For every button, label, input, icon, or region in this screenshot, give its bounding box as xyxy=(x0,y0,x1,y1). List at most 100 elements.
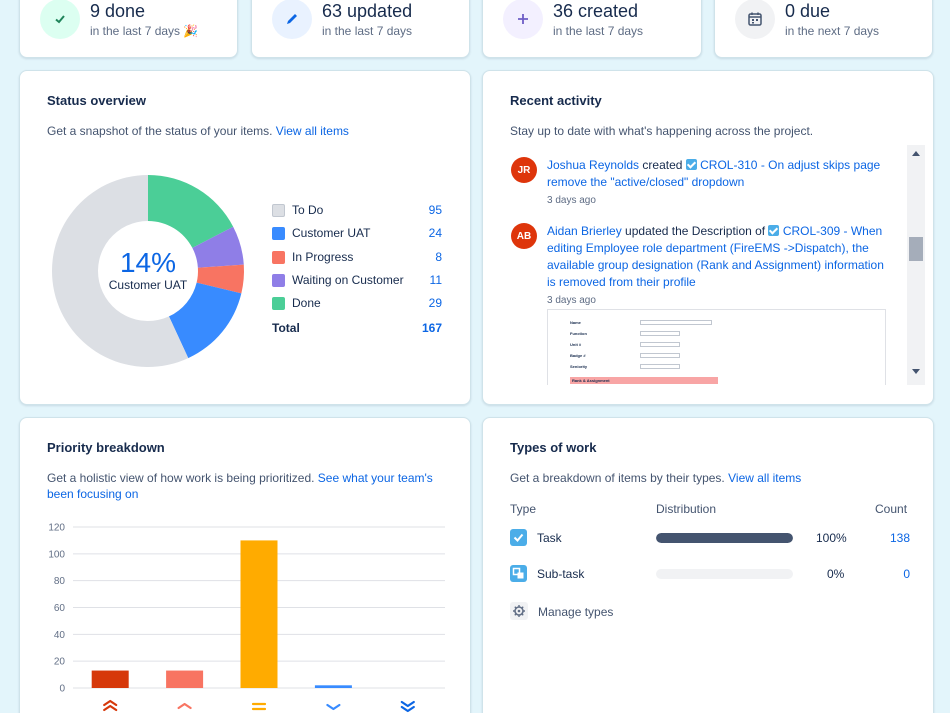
description-text: Get a breakdown of items by their types. xyxy=(510,471,725,485)
bar-highest[interactable] xyxy=(91,670,129,688)
donut-center-percent: 14% xyxy=(119,247,177,278)
team-focus-link[interactable]: See what your team's been focusing on xyxy=(47,471,433,501)
issue-link[interactable]: CROL-309 - When editing Employee role de… xyxy=(547,224,884,289)
view-all-items-link[interactable]: View all items xyxy=(275,124,349,138)
donut-slice-done[interactable] xyxy=(148,175,234,248)
equals-icon xyxy=(251,702,267,711)
thumb-field-label: Unit # xyxy=(570,342,582,347)
view-all-items-link[interactable]: View all items xyxy=(728,471,802,485)
legend-swatch xyxy=(272,227,285,240)
panel-description: Get a holistic view of how work is being… xyxy=(47,470,437,502)
legend-item-customer-uat[interactable]: Customer UAT 24 xyxy=(272,225,442,243)
scroll-down-arrow-icon[interactable] xyxy=(912,369,920,374)
legend-total: Total 167 xyxy=(272,320,442,338)
status-overview-card: Status overview Get a snapshot of the st… xyxy=(19,70,471,405)
legend-swatch xyxy=(272,251,285,264)
stat-subtitle: in the last 7 days xyxy=(322,24,413,38)
chevron-up-icon xyxy=(177,702,192,710)
total-count[interactable]: 167 xyxy=(421,321,442,335)
manage-types-button[interactable]: Manage types xyxy=(510,600,630,622)
activity-user-link[interactable]: Aidan Brierley xyxy=(547,224,622,238)
type-label: Task xyxy=(537,531,562,545)
activity-action: updated the Description of xyxy=(625,224,766,238)
thumb-field-label: Rank & Assignment xyxy=(572,378,610,383)
thumb-input xyxy=(640,364,680,369)
y-tick-label: 100 xyxy=(48,549,65,560)
thumb-highlight-bar: Rank & Assignment xyxy=(570,377,718,384)
issue-link[interactable]: CROL-310 - On adjust skips page remove t… xyxy=(547,158,881,189)
scrollbar-thumb[interactable] xyxy=(909,237,923,261)
attachment-thumbnail[interactable]: Name Function Unit # Badge # Seniority R… xyxy=(547,309,886,385)
y-tick-label: 0 xyxy=(59,684,65,695)
donut-slice-in-progress[interactable] xyxy=(196,264,244,294)
thumb-field-label: Function xyxy=(570,331,587,336)
legend-count[interactable]: 29 xyxy=(428,296,442,310)
stat-card-updated[interactable]: 63 updated in the last 7 days xyxy=(251,0,470,58)
scrollbar[interactable] xyxy=(907,145,925,385)
activity-time: 3 days ago xyxy=(547,295,596,306)
distribution-bar xyxy=(656,569,793,579)
legend-item-to-do[interactable]: To Do 95 xyxy=(272,202,442,220)
type-label: Sub-task xyxy=(537,567,585,581)
legend-item-waiting-on-customer[interactable]: Waiting on Customer 11 xyxy=(272,272,442,290)
stat-title: 63 updated xyxy=(322,1,413,21)
stat-card-due[interactable]: 0 due in the next 7 days xyxy=(714,0,933,58)
stat-card-created[interactable]: 36 created in the last 7 days xyxy=(482,0,702,58)
activity-time: 3 days ago xyxy=(547,195,596,206)
legend-count[interactable]: 24 xyxy=(428,226,442,240)
legend-count[interactable]: 8 xyxy=(435,250,442,264)
activity-feed[interactable]: JR Joshua Reynolds created CROL-310 - On… xyxy=(483,149,907,385)
status-donut-chart[interactable] xyxy=(48,171,248,371)
panel-description: Stay up to date with what's happening ac… xyxy=(510,124,814,138)
legend-item-in-progress[interactable]: In Progress 8 xyxy=(272,249,442,267)
thumb-field-label: Badge # xyxy=(570,353,586,358)
legend-label: In Progress xyxy=(292,250,354,264)
y-tick-label: 120 xyxy=(48,523,65,534)
legend-swatch xyxy=(272,204,285,217)
gear-icon xyxy=(510,602,528,620)
panel-title: Status overview xyxy=(47,93,146,108)
y-tick-label: 60 xyxy=(54,603,66,614)
avatar[interactable]: JR xyxy=(511,157,537,183)
thumb-input xyxy=(640,342,680,347)
type-row-task: Task 100% 138 xyxy=(510,526,910,550)
distribution-bar-fill xyxy=(656,533,793,543)
panel-title: Recent activity xyxy=(510,93,602,108)
plus-icon xyxy=(503,0,543,39)
bar-high[interactable] xyxy=(166,670,204,688)
activity-user-link[interactable]: Joshua Reynolds xyxy=(547,158,640,172)
recent-activity-card: Recent activity Stay up to date with wha… xyxy=(482,70,934,405)
thumb-field-label: Name xyxy=(570,320,581,325)
thumb-input xyxy=(640,353,680,358)
stat-subtitle: in the last 7 days 🎉 xyxy=(90,24,199,38)
legend-count[interactable]: 11 xyxy=(429,273,442,287)
type-count-link[interactable]: 0 xyxy=(903,567,910,581)
thumb-input xyxy=(640,331,680,336)
stat-title: 36 created xyxy=(553,1,639,21)
legend-swatch xyxy=(272,274,285,287)
donut-slice-customer-uat[interactable] xyxy=(168,282,242,359)
bar-low[interactable] xyxy=(314,685,352,688)
stat-subtitle: in the next 7 days xyxy=(785,24,880,38)
bar-medium[interactable] xyxy=(240,540,278,688)
stat-title: 9 done xyxy=(90,1,146,21)
panel-description: Get a breakdown of items by their types.… xyxy=(510,470,801,486)
stat-card-done[interactable]: 9 done in the last 7 days 🎉 xyxy=(19,0,238,58)
y-tick-label: 20 xyxy=(54,657,66,668)
column-header-count: Count xyxy=(875,502,908,516)
legend-label: Done xyxy=(292,296,321,310)
thumb-input xyxy=(640,320,712,325)
task-icon xyxy=(510,529,527,546)
donut-slice-to-do[interactable] xyxy=(52,175,189,367)
thumb-field-label: Seniority xyxy=(570,364,588,369)
priority-breakdown-card: Priority breakdown Get a holistic view o… xyxy=(19,417,471,713)
avatar[interactable]: AB xyxy=(511,223,537,249)
legend-item-done[interactable]: Done 29 xyxy=(272,295,442,313)
scroll-up-arrow-icon[interactable] xyxy=(912,151,920,156)
type-count-link[interactable]: 138 xyxy=(889,531,910,545)
pencil-icon xyxy=(272,0,312,39)
donut-slice-waiting-on-customer[interactable] xyxy=(192,226,244,268)
legend-count[interactable]: 95 xyxy=(428,203,442,217)
panel-title: Priority breakdown xyxy=(47,440,165,455)
distribution-bar xyxy=(656,533,793,543)
